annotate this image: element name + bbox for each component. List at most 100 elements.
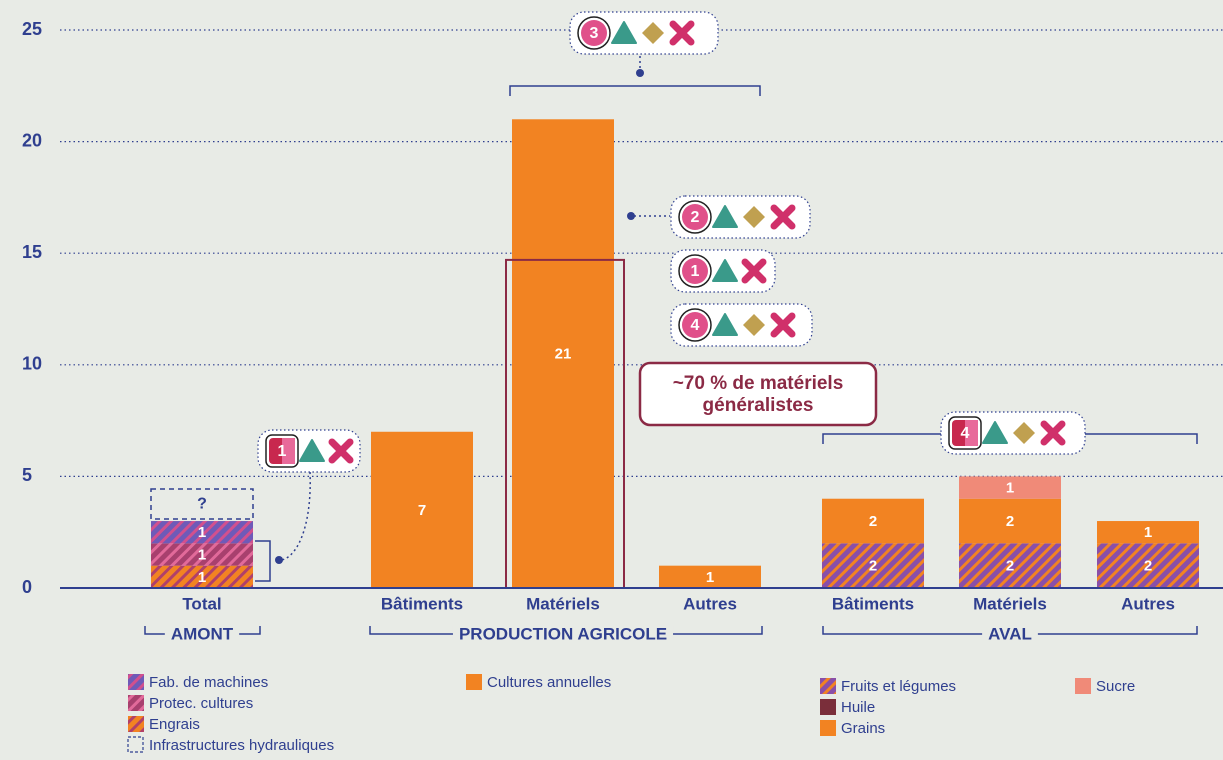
legend-label: Engrais xyxy=(149,716,200,733)
value-label: 1 xyxy=(706,569,714,586)
legend-label: Grains xyxy=(841,720,885,737)
legend-label: Infrastructures hydrauliques xyxy=(149,737,334,754)
bar-segment xyxy=(822,543,924,588)
value-label: 1 xyxy=(1144,524,1152,541)
legend-swatch xyxy=(820,699,836,715)
bracket xyxy=(255,540,271,582)
bar-segment xyxy=(371,431,473,588)
bar-segment xyxy=(1097,543,1199,588)
y-tick-label: 20 xyxy=(22,130,42,150)
badge-number: 1 xyxy=(278,443,287,460)
icon-triangle xyxy=(299,439,325,462)
unknown-box xyxy=(150,488,254,520)
legend-swatch xyxy=(1075,678,1091,694)
value-label: 2 xyxy=(1006,558,1014,575)
bar-segment xyxy=(959,476,1061,499)
x-tick-label: Bâtiments xyxy=(381,594,463,613)
value-label: 2 xyxy=(869,513,877,530)
icon-diamond xyxy=(743,206,765,228)
icon-triangle xyxy=(712,259,738,282)
value-label: 2 xyxy=(1144,558,1152,575)
badge-number: 4 xyxy=(691,317,700,334)
icon-triangle xyxy=(712,205,738,228)
icon-cross xyxy=(770,204,796,230)
y-tick-label: 15 xyxy=(22,242,42,262)
icon-diamond xyxy=(1013,422,1035,444)
icon-diamond xyxy=(642,22,664,44)
connector-dot xyxy=(627,212,635,220)
legend-swatch xyxy=(820,678,836,694)
group-label: AMONT xyxy=(171,624,234,643)
legend-swatch xyxy=(127,736,144,753)
connector-dot xyxy=(636,69,644,77)
value-label: 1 xyxy=(1006,480,1014,497)
legend-label: Sucre xyxy=(1096,678,1135,695)
legend-label: Cultures annuelles xyxy=(487,674,611,691)
bracket xyxy=(509,85,761,96)
icon-triangle xyxy=(611,21,637,44)
x-tick-label: Autres xyxy=(683,594,737,613)
bar-segment xyxy=(959,498,1061,544)
x-tick-label: Total xyxy=(182,594,221,613)
legend-label: Fab. de machines xyxy=(149,674,268,691)
icon-cross xyxy=(741,258,767,284)
y-tick-label: 0 xyxy=(22,577,32,597)
bar-segment xyxy=(822,498,924,544)
badge-number: 1 xyxy=(691,263,700,280)
legend-swatch xyxy=(820,720,836,736)
bar-segment xyxy=(659,565,761,588)
y-tick-label: 5 xyxy=(22,465,32,485)
group-label-bg xyxy=(982,626,1038,640)
bar-segment xyxy=(512,119,614,588)
group-label-bg xyxy=(164,626,240,640)
highlight-box xyxy=(638,361,878,427)
badge-number: 2 xyxy=(691,209,700,226)
x-tick-label: Matériels xyxy=(526,594,600,613)
value-label: 2 xyxy=(869,558,877,575)
group-label-bg xyxy=(452,626,674,640)
x-tick-label: Matériels xyxy=(973,594,1047,613)
badge-number: 4 xyxy=(961,425,970,442)
x-tick-label: Autres xyxy=(1121,594,1175,613)
connector xyxy=(281,471,311,561)
y-tick-label: 10 xyxy=(22,354,42,374)
legend-label: Protec. cultures xyxy=(149,695,253,712)
icon-cross xyxy=(770,312,796,338)
highlight-text: ~70 % de matériels xyxy=(673,373,844,394)
value-label: 1 xyxy=(198,569,206,586)
icon-cross xyxy=(669,20,695,46)
legend-label: Fruits et légumes xyxy=(841,678,956,695)
bar-segment xyxy=(1097,521,1199,544)
group-label: PRODUCTION AGRICOLE xyxy=(459,624,667,643)
legend-swatch xyxy=(128,716,144,732)
badge-fill xyxy=(581,20,607,46)
legend-label: Huile xyxy=(841,699,875,716)
bar-segment xyxy=(151,543,253,566)
value-label: ? xyxy=(197,495,207,512)
badge-fill xyxy=(682,204,708,230)
group-label: AVAL xyxy=(988,624,1032,643)
icon-diamond xyxy=(743,314,765,336)
highlight-text: généralistes xyxy=(703,395,814,416)
icon-triangle xyxy=(712,313,738,336)
icon-triangle xyxy=(982,421,1008,444)
bar-segment xyxy=(959,543,1061,588)
badge-fill xyxy=(682,312,708,338)
value-label: 2 xyxy=(1006,513,1014,530)
legend-swatch xyxy=(128,674,144,690)
value-label: 7 xyxy=(418,502,426,519)
badge-fill xyxy=(682,258,708,284)
badge-number: 3 xyxy=(590,25,599,42)
y-tick-label: 25 xyxy=(22,19,42,39)
bar-segment xyxy=(151,565,253,588)
badge-fill-half xyxy=(965,420,978,446)
value-label: 1 xyxy=(198,524,206,541)
icon-cross xyxy=(328,438,354,464)
value-label: 1 xyxy=(198,546,206,563)
badge-fill-half xyxy=(282,438,295,464)
x-tick-label: Bâtiments xyxy=(832,594,914,613)
bar-segment xyxy=(151,521,253,544)
icon-cross xyxy=(1040,420,1066,446)
